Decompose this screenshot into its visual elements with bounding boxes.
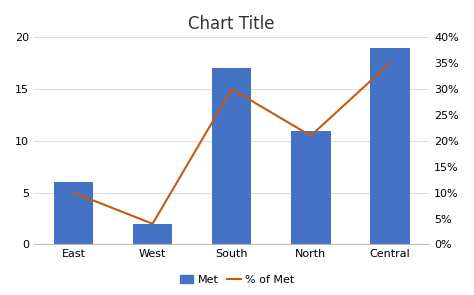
Legend: Met, % of Met: Met, % of Met — [175, 271, 299, 289]
Bar — [370, 48, 410, 245]
Bar — [291, 131, 330, 245]
Bar — [133, 224, 173, 245]
Bar — [54, 182, 93, 245]
Bar — [212, 68, 252, 245]
Title: Chart Title: Chart Title — [189, 15, 275, 33]
